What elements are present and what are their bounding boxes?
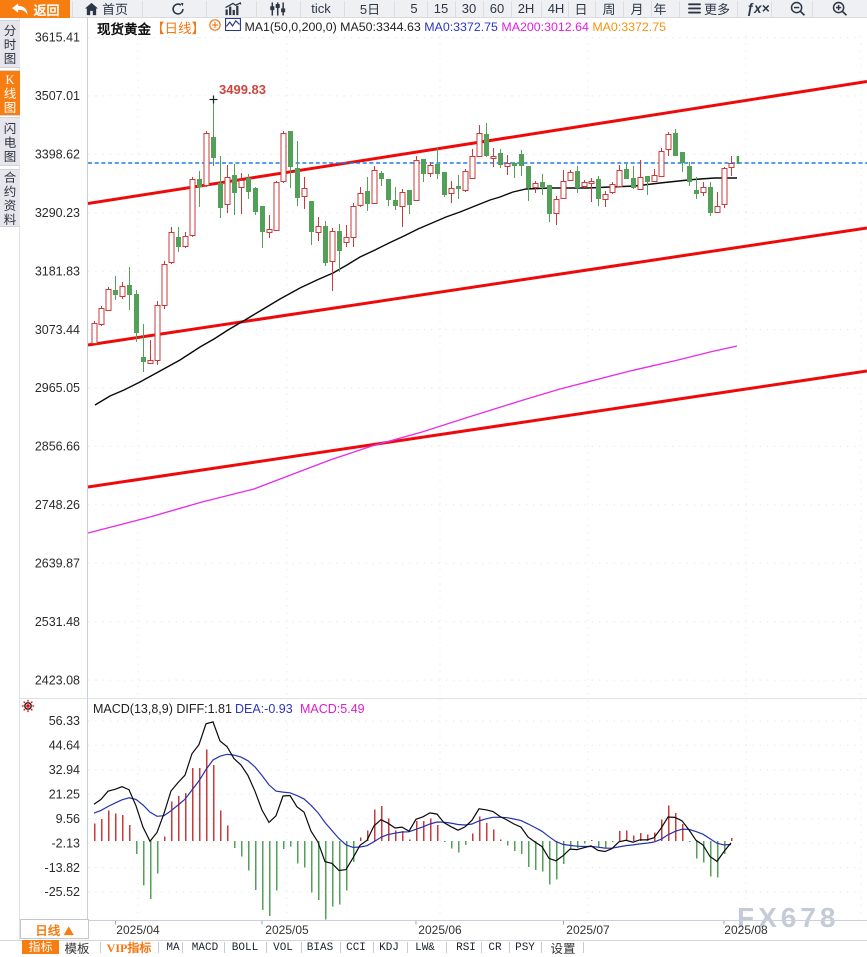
svg-text:3290.23: 3290.23 — [35, 206, 80, 220]
svg-text:21.25: 21.25 — [49, 788, 80, 802]
svg-text:3499.83: 3499.83 — [219, 82, 266, 97]
svg-text:3615.41: 3615.41 — [35, 31, 80, 45]
svg-text:DEA:-0.93: DEA:-0.93 — [235, 702, 293, 716]
svg-text:3398.62: 3398.62 — [35, 148, 80, 162]
svg-text:-2.13: -2.13 — [52, 836, 81, 850]
svg-text:44.64: 44.64 — [49, 739, 80, 753]
svg-text:MACD:5.49: MACD:5.49 — [300, 702, 365, 716]
svg-text:9.56: 9.56 — [56, 812, 80, 826]
svg-text:56.33: 56.33 — [49, 714, 80, 728]
svg-text:2423.08: 2423.08 — [35, 673, 80, 687]
svg-text:2531.48: 2531.48 — [35, 615, 80, 629]
svg-text:32.94: 32.94 — [49, 763, 80, 777]
svg-text:2639.87: 2639.87 — [35, 557, 80, 571]
svg-text:3073.44: 3073.44 — [35, 323, 80, 337]
svg-text:MACD(13,8,9) DIFF:1.81: MACD(13,8,9) DIFF:1.81 — [93, 702, 232, 716]
svg-text:3507.01: 3507.01 — [35, 89, 80, 103]
svg-text:FX678: FX678 — [737, 902, 840, 933]
svg-text:2748.26: 2748.26 — [35, 498, 80, 512]
svg-text:-13.82: -13.82 — [45, 861, 80, 875]
svg-text:2856.66: 2856.66 — [35, 440, 80, 454]
svg-text:2965.05: 2965.05 — [35, 381, 80, 395]
svg-text:-25.52: -25.52 — [45, 885, 80, 899]
svg-text:3181.83: 3181.83 — [35, 264, 80, 278]
